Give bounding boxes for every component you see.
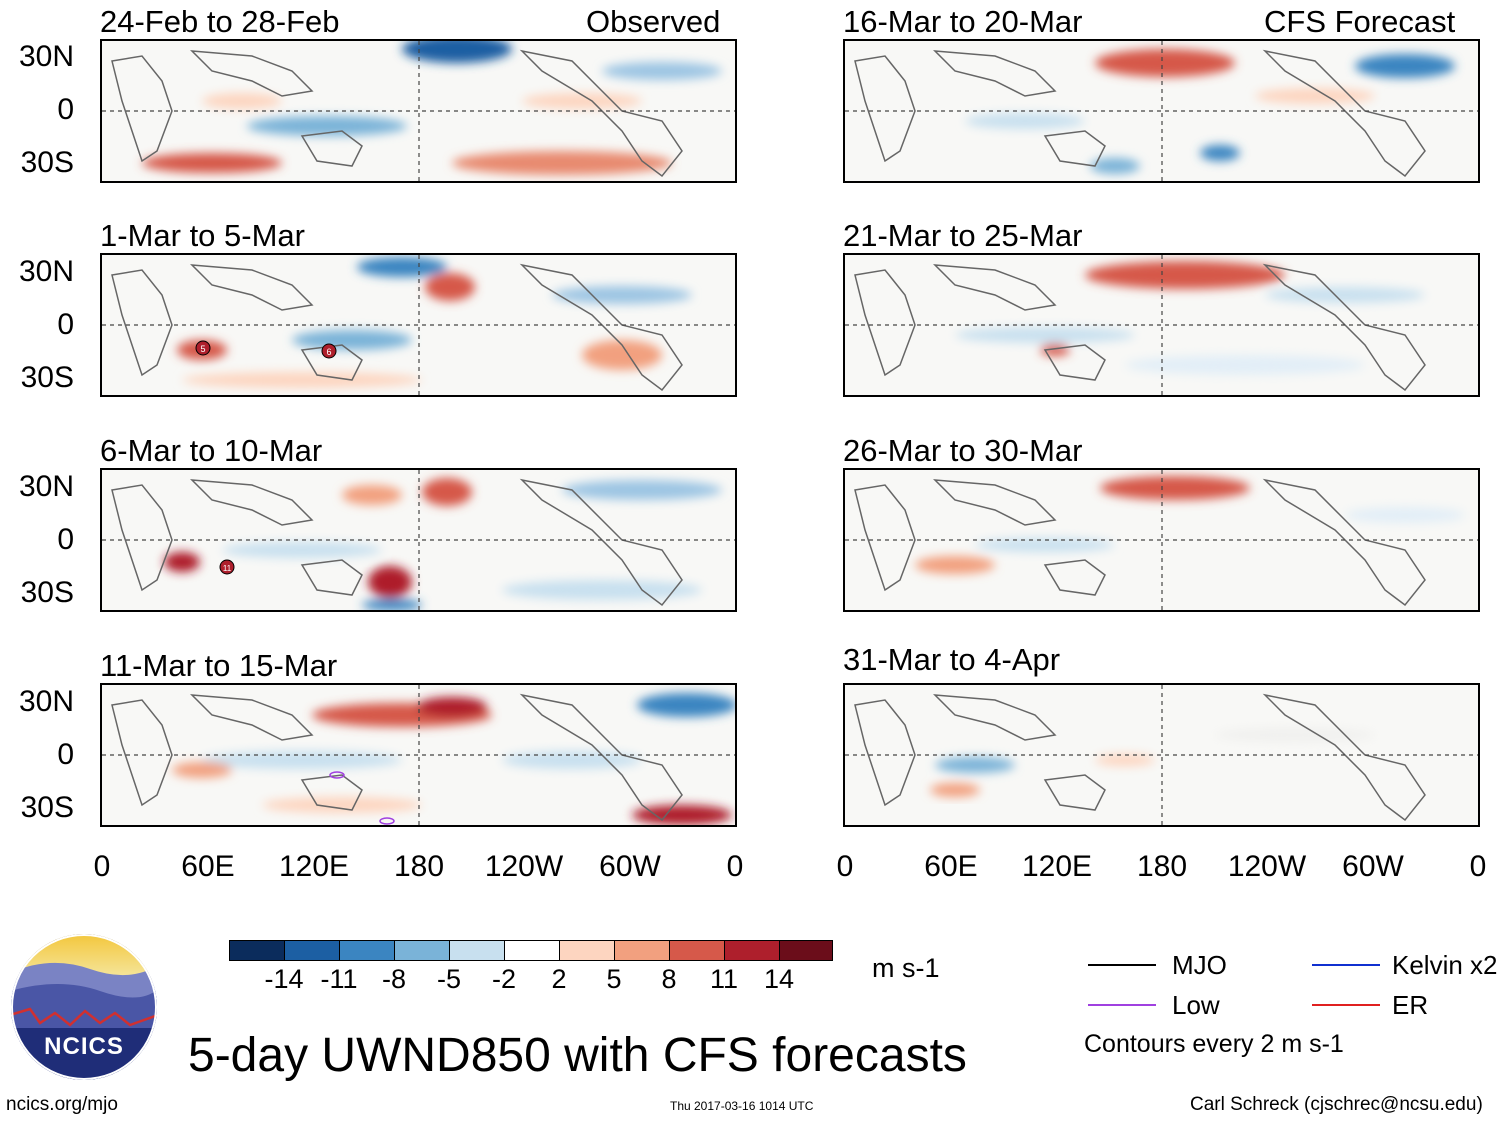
colorbar-label: -5 xyxy=(436,964,461,994)
colorbar-label: 2 xyxy=(551,964,567,994)
footer-link[interactable]: ncics.org/mjo xyxy=(6,1094,118,1115)
colorbar-cell xyxy=(614,940,670,961)
legend-line-kelvin xyxy=(1312,964,1380,966)
colorbar-cell xyxy=(229,940,285,961)
lon-label-left-120w: 120W xyxy=(484,850,564,883)
map-panel-left-3 xyxy=(100,683,737,827)
colorbar-cell xyxy=(449,940,505,961)
footer-credit: Carl Schreck (cjschrec@ncsu.edu) xyxy=(1190,1094,1483,1115)
legend-label-low: Low xyxy=(1172,990,1220,1020)
colorbar-label: 14 xyxy=(763,964,795,994)
map-panel-right-0 xyxy=(843,39,1480,183)
colorbar-label: -2 xyxy=(491,964,516,994)
lat-label-30s: 30S xyxy=(20,791,74,824)
lon-label-left-120e: 120E xyxy=(278,850,350,883)
panel-title-left-3: 11-Mar to 15-Mar xyxy=(100,648,338,683)
lon-label-right-60e: 60E xyxy=(924,850,978,883)
lon-label-right-60w: 60W xyxy=(1342,850,1404,883)
observed-label: Observed xyxy=(586,4,721,39)
lat-label-0: 0 xyxy=(57,93,74,126)
legend-line-mjo xyxy=(1088,964,1156,966)
storm-marker-6: 6 xyxy=(321,343,337,359)
legend-label-er: ER xyxy=(1392,990,1429,1020)
map-panel-left-0 xyxy=(100,39,737,183)
lon-label-left-0-end: 0 xyxy=(726,850,744,883)
lat-label-30n: 30N xyxy=(18,255,74,288)
legend-line-er xyxy=(1312,1004,1380,1006)
panel-title-left-1: 1-Mar to 5-Mar xyxy=(100,218,305,253)
lon-label-left-60w: 60W xyxy=(599,850,661,883)
colorbar-label: -14 xyxy=(264,964,304,994)
lat-label-30n: 30N xyxy=(18,685,74,718)
colorbar-label: -8 xyxy=(381,964,406,994)
lat-label-30s: 30S xyxy=(20,146,74,179)
logo-text: NCICS xyxy=(44,1033,124,1060)
svg-text:5: 5 xyxy=(200,344,205,354)
colorbar-label: 8 xyxy=(661,964,677,994)
contours-note: Contours every 2 m s-1 xyxy=(1084,1030,1344,1058)
panel-title-right-3: 31-Mar to 4-Apr xyxy=(843,642,1061,677)
colorbar-cell xyxy=(559,940,615,961)
lon-label-right-120w: 120W xyxy=(1227,850,1307,883)
legend-line-low xyxy=(1088,1004,1156,1006)
colorbar-label: 11 xyxy=(709,964,739,994)
forecast-label: CFS Forecast xyxy=(1264,4,1456,39)
panel-title-left-2: 6-Mar to 10-Mar xyxy=(100,433,323,468)
map-panel-left-1: 5 6 xyxy=(100,253,737,397)
colorbar-label: -11 xyxy=(320,964,358,994)
colorbar-cell xyxy=(779,940,833,961)
panel-title-right-1: 21-Mar to 25-Mar xyxy=(843,218,1083,253)
map-panel-right-1 xyxy=(843,253,1480,397)
lat-label-30n: 30N xyxy=(18,470,74,503)
lon-label-left-180: 180 xyxy=(393,850,445,883)
storm-marker-11: 11 xyxy=(219,559,235,575)
lon-label-right-0: 0 xyxy=(836,850,854,883)
lon-label-left-0: 0 xyxy=(93,850,111,883)
colorbar-units: m s-1 xyxy=(872,953,940,983)
panel-title-right-2: 26-Mar to 30-Mar xyxy=(843,433,1083,468)
lon-label-left-60e: 60E xyxy=(181,850,235,883)
legend-label-kelvin: Kelvin x2 xyxy=(1392,950,1498,980)
storm-marker-5: 5 xyxy=(195,340,211,356)
legend-label-mjo: MJO xyxy=(1172,950,1227,980)
main-title: 5-day UWND850 with CFS forecasts xyxy=(188,1029,967,1082)
colorbar-cell xyxy=(724,940,780,961)
lat-label-30n: 30N xyxy=(18,40,74,73)
lat-label-0: 0 xyxy=(57,738,74,771)
map-panel-left-2: 11 xyxy=(100,468,737,612)
colorbar-cell xyxy=(339,940,395,961)
svg-text:11: 11 xyxy=(223,564,232,573)
map-panel-right-3 xyxy=(843,683,1480,827)
panel-title-right-0: 16-Mar to 20-Mar xyxy=(843,4,1083,39)
colorbar-cell xyxy=(669,940,725,961)
lat-label-0: 0 xyxy=(57,523,74,556)
lon-label-right-120e: 120E xyxy=(1021,850,1093,883)
colorbar-cell xyxy=(504,940,560,961)
ncics-logo[interactable]: NCICS xyxy=(10,933,158,1081)
map-panel-right-2 xyxy=(843,468,1480,612)
lat-label-30s: 30S xyxy=(20,361,74,394)
svg-text:6: 6 xyxy=(326,347,331,357)
footer-timestamp: Thu 2017-03-16 1014 UTC xyxy=(670,1099,814,1113)
lon-label-right-0-end: 0 xyxy=(1469,850,1487,883)
colorbar-label: 5 xyxy=(606,964,622,994)
lat-label-30s: 30S xyxy=(20,576,74,609)
lon-label-right-180: 180 xyxy=(1136,850,1188,883)
colorbar-cell xyxy=(394,940,450,961)
panel-title-left-0: 24-Feb to 28-Feb xyxy=(100,4,340,39)
lat-label-0: 0 xyxy=(57,308,74,341)
colorbar-cell xyxy=(284,940,340,961)
